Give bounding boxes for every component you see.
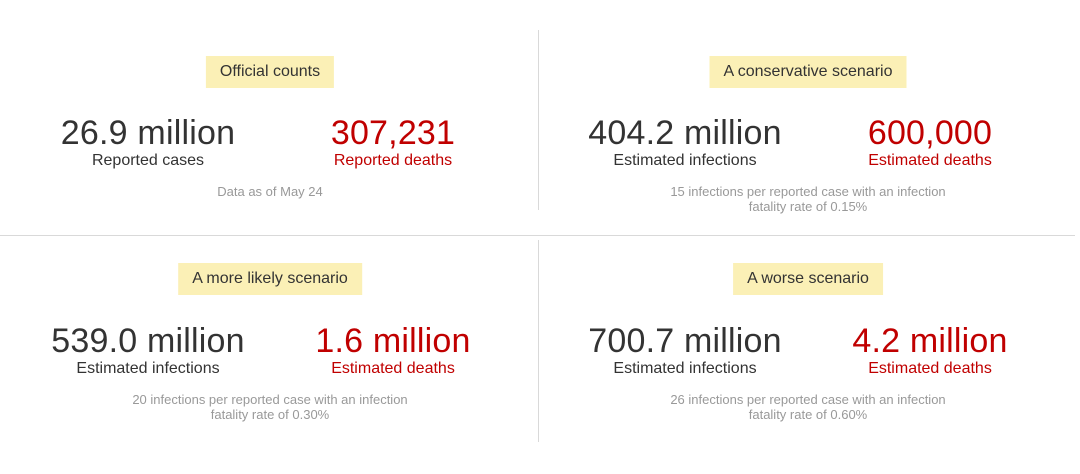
- estimated-deaths-caption: Estimated deaths: [331, 360, 455, 377]
- panel-note: 20 infections per reported case with an …: [132, 392, 408, 422]
- panel-label: Official counts: [205, 56, 335, 88]
- estimated-infections-stat: 539.0 million Estimated infections: [51, 323, 245, 379]
- estimated-deaths-stat: 600,000 Estimated deaths: [868, 115, 992, 171]
- reported-deaths-value: 307,231: [330, 114, 456, 152]
- estimated-infections-value: 700.7 million: [588, 322, 782, 360]
- estimated-infections-caption: Estimated infections: [613, 360, 757, 377]
- estimated-infections-stat: 404.2 million Estimated infections: [588, 115, 782, 171]
- estimated-deaths-caption: Estimated deaths: [868, 360, 992, 377]
- panel-label: A worse scenario: [733, 263, 883, 295]
- estimated-infections-caption: Estimated infections: [613, 152, 757, 169]
- estimated-infections-value: 404.2 million: [588, 114, 782, 152]
- reported-deaths-caption: Reported deaths: [333, 152, 453, 169]
- estimated-deaths-value: 1.6 million: [315, 322, 471, 360]
- estimated-infections-value: 539.0 million: [51, 322, 245, 360]
- estimated-deaths-value: 600,000: [867, 114, 993, 152]
- panel-label: A conservative scenario: [709, 56, 907, 88]
- reported-cases-value: 26.9 million: [60, 114, 236, 152]
- estimated-infections-caption: Estimated infections: [76, 360, 220, 377]
- reported-deaths-stat: 307,231 Reported deaths: [331, 115, 455, 171]
- vertical-divider-top: [538, 30, 539, 210]
- estimated-deaths-value: 4.2 million: [852, 322, 1008, 360]
- estimated-infections-stat: 700.7 million Estimated infections: [588, 323, 782, 379]
- estimated-deaths-caption: Estimated deaths: [868, 152, 992, 169]
- reported-cases-stat: 26.9 million Reported cases: [61, 115, 235, 171]
- panel-label: A more likely scenario: [178, 263, 362, 295]
- panel-note: Data as of May 24: [217, 184, 323, 199]
- horizontal-divider: [0, 235, 1075, 236]
- estimated-deaths-stat: 4.2 million Estimated deaths: [852, 323, 1007, 379]
- panel-note: 15 infections per reported case with an …: [670, 184, 946, 214]
- vertical-divider-bottom: [538, 240, 539, 442]
- reported-cases-caption: Reported cases: [91, 152, 205, 169]
- panel-note: 26 infections per reported case with an …: [670, 392, 946, 422]
- estimated-deaths-stat: 1.6 million Estimated deaths: [315, 323, 470, 379]
